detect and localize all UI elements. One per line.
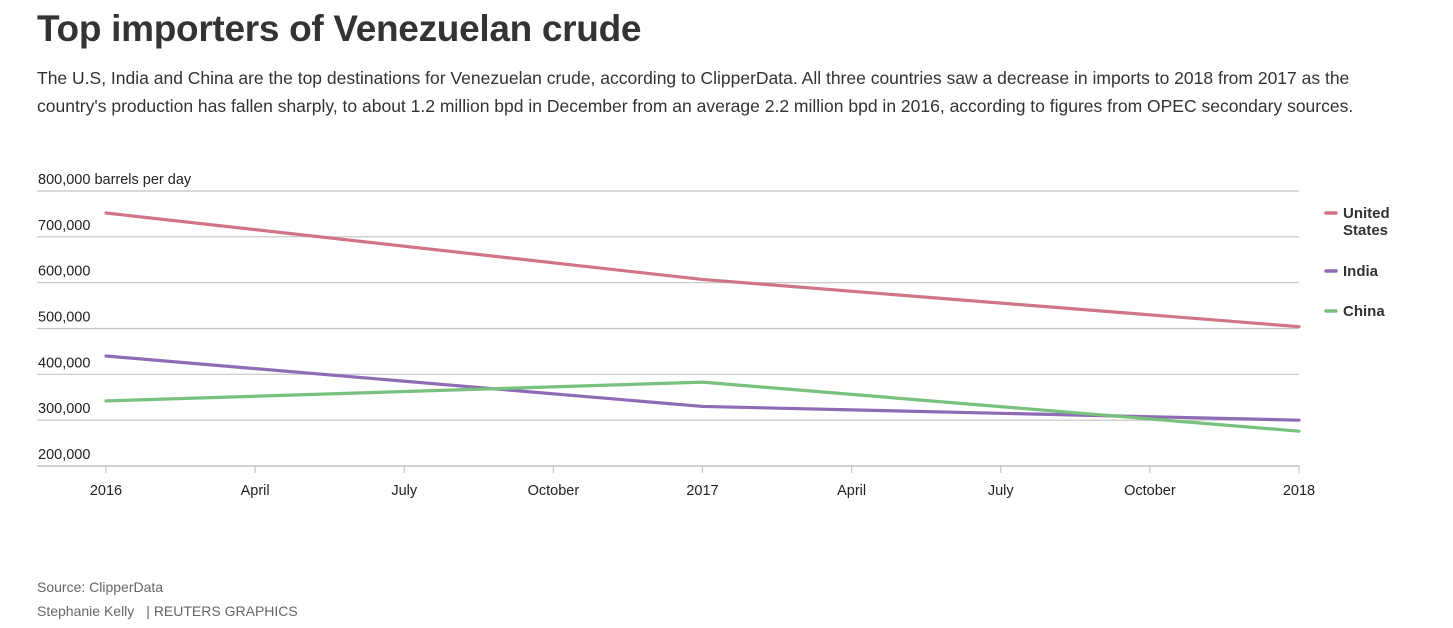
legend-label: States xyxy=(1343,222,1388,239)
legend-label: India xyxy=(1343,263,1379,280)
y-tick-label: 700,000 xyxy=(38,218,90,234)
x-tick-label: July xyxy=(988,483,1015,499)
chart-title: Top importers of Venezuelan crude xyxy=(37,8,642,49)
line-chart: 200,000 300,000 400,000 500,000 600,000 700,0… xyxy=(37,172,1390,499)
legend-label: China xyxy=(1343,303,1385,320)
gridlines xyxy=(37,190,1299,467)
y-tick-label: 300,000 xyxy=(38,401,90,417)
y-tick-label: 400,000 xyxy=(38,355,90,371)
x-tick-label: July xyxy=(391,483,418,499)
y-tick-label: 800,000 barrels per day xyxy=(38,172,192,188)
x-tick-label: April xyxy=(837,483,866,499)
x-tick-label: 2016 xyxy=(90,483,122,499)
y-tick-label: 600,000 xyxy=(38,264,90,280)
author-name: Stephanie Kelly xyxy=(37,603,135,619)
series-line-china xyxy=(104,380,1301,433)
x-tick-label: 2018 xyxy=(1283,483,1315,499)
y-axis-labels: 200,000 300,000 400,000 500,000 600,000 700,0… xyxy=(38,172,192,463)
x-tick-label: 2017 xyxy=(686,483,718,499)
series-line-united-states xyxy=(104,211,1301,329)
x-tick-label: April xyxy=(241,483,270,499)
x-tick-label: October xyxy=(1124,483,1176,499)
series-line-india xyxy=(104,354,1301,422)
y-tick-label: 200,000 xyxy=(38,447,90,463)
brand-label: | REUTERS GRAPHICS xyxy=(146,603,298,619)
x-tick-label: October xyxy=(528,483,580,499)
x-axis: 2016 April July October 2017 April July October… xyxy=(90,466,1315,499)
series-lines xyxy=(104,211,1301,433)
source-note: Source: ClipperData xyxy=(37,579,164,595)
credit-line: Stephanie Kelly | REUTERS GRAPHICS xyxy=(37,603,298,619)
legend-item-china: China xyxy=(1324,303,1385,320)
chart-description: The U.S, India and China are the top des… xyxy=(37,68,1354,116)
legend-item-india: India xyxy=(1324,263,1379,280)
legend-label: United xyxy=(1343,205,1390,222)
y-tick-label: 500,000 xyxy=(38,310,90,326)
